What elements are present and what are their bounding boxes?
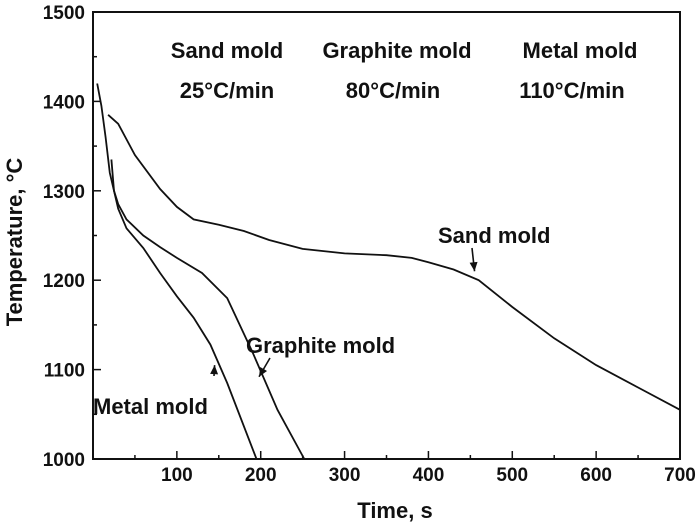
y-tick-label: 1000 (43, 450, 85, 471)
y-tick-label: 1400 (43, 92, 85, 113)
x-axis-title: Time, s (357, 498, 432, 523)
series-line-metal-mold (96, 83, 258, 460)
y-axis-title: Temperature, °C (2, 158, 27, 327)
x-tick-label: 600 (580, 465, 612, 486)
annotation-arrow-head (210, 365, 219, 375)
annotation-arrow-head (259, 366, 268, 377)
x-tick-label: 200 (245, 465, 277, 486)
y-tick-label: 1100 (44, 361, 85, 382)
y-tick-label: 1300 (43, 182, 85, 203)
x-tick-label: 100 (161, 465, 193, 486)
header-sand-mold: Sand mold (171, 38, 283, 63)
x-tick-label: 700 (664, 465, 696, 486)
header-graphite-rate: 80°C/min (346, 78, 440, 103)
header-sand-rate: 25°C/min (180, 78, 274, 103)
x-tick-label: 400 (413, 465, 445, 486)
annotation-arrow-head (469, 261, 478, 272)
y-tick-label: 1500 (43, 3, 85, 24)
annotation-metal-mold: Metal mold (93, 394, 208, 419)
annotation-arrows-group (210, 247, 478, 378)
annotation-sand-mold: Sand mold (438, 223, 550, 248)
x-tick-label: 500 (496, 465, 528, 486)
header-metal-rate: 110°C/min (519, 78, 624, 103)
annotation-graphite-mold: Graphite mold (246, 333, 395, 358)
series-group (96, 83, 681, 460)
y-tick-label: 1200 (43, 271, 85, 292)
header-graphite-mold: Graphite mold (322, 38, 471, 63)
header-metal-mold: Metal mold (523, 38, 638, 63)
series-line-sand-mold (107, 114, 681, 411)
x-tick-label: 300 (329, 465, 361, 486)
